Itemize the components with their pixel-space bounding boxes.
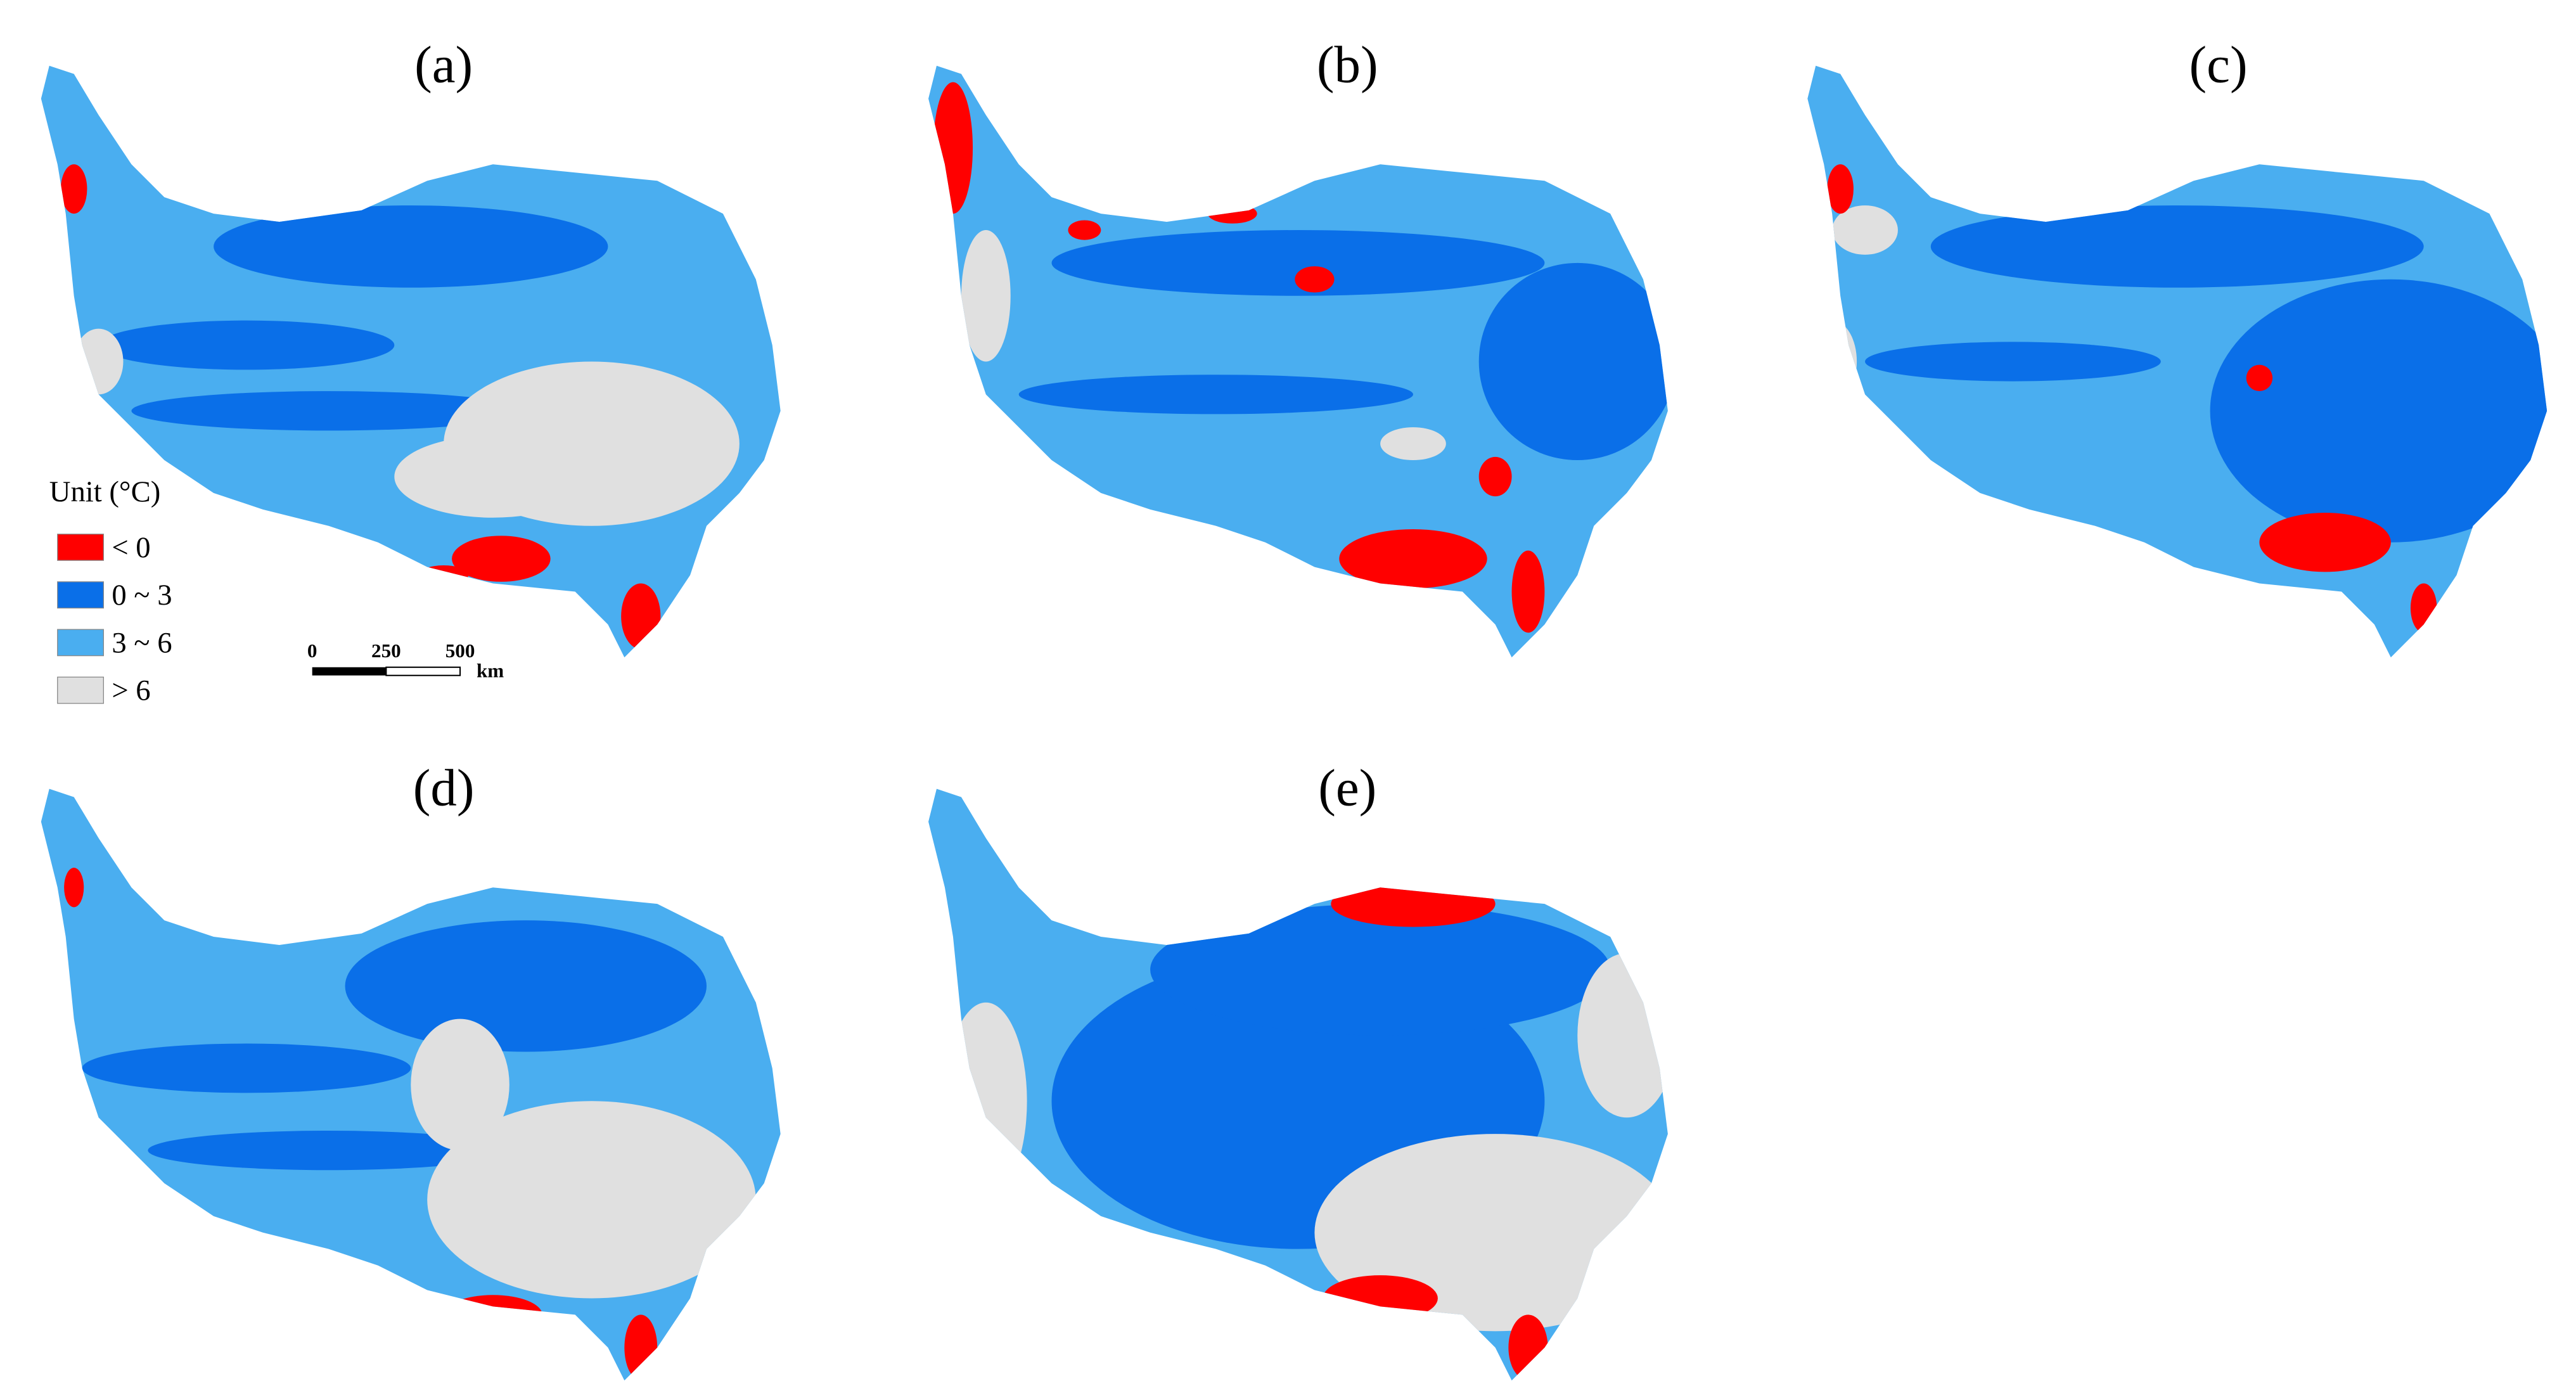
panel-label: (a) xyxy=(414,35,473,94)
temperature-zone xyxy=(1832,205,1898,255)
temperature-zone xyxy=(1508,1314,1548,1381)
figure-content: (a) (b) (c) (d) (e) Unit (°C) < 0 0 ~ 3 3 ~ 6 > 6… xyxy=(41,35,2547,1381)
temperature-zone xyxy=(419,565,469,586)
region-fill xyxy=(933,82,1668,633)
scale-label: 500 xyxy=(445,639,475,662)
temperature-zone xyxy=(64,868,84,908)
temperature-zone xyxy=(411,1019,509,1151)
temperature-zone xyxy=(148,1130,509,1171)
map-panel: (a) xyxy=(41,35,781,658)
temperature-zone xyxy=(1068,220,1101,240)
map-panel: (b) xyxy=(928,35,1668,658)
temperature-zone xyxy=(961,230,1011,362)
temperature-zone xyxy=(944,1002,1027,1200)
legend: Unit (°C) < 0 0 ~ 3 3 ~ 6 > 6 xyxy=(49,475,172,707)
region-fill xyxy=(64,868,756,1381)
temperature-zone xyxy=(1577,953,1668,1118)
legend-swatch xyxy=(57,629,105,657)
temperature-zone xyxy=(82,1043,411,1093)
temperature-zone xyxy=(60,164,87,214)
temperature-zone xyxy=(452,536,551,582)
temperature-zone xyxy=(1827,164,1854,214)
temperature-zone xyxy=(1051,230,1545,296)
region-fill xyxy=(944,880,1668,1381)
temperature-zone xyxy=(345,920,707,1052)
scale-label: 250 xyxy=(371,639,401,662)
temperature-zone xyxy=(394,435,592,518)
temperature-zone xyxy=(427,1101,756,1299)
legend-swatch xyxy=(57,534,105,561)
temperature-zone xyxy=(444,1295,542,1335)
legend-label: < 0 xyxy=(112,531,150,564)
legend-label: > 6 xyxy=(112,674,150,707)
temperature-zone xyxy=(2259,513,2391,572)
map-panel: (e) xyxy=(928,759,1668,1381)
temperature-zone xyxy=(74,328,124,395)
temperature-zone xyxy=(1865,342,2161,382)
map-panel: (c) xyxy=(1807,35,2547,658)
panel-label: (e) xyxy=(1318,759,1376,817)
temperature-zone xyxy=(2210,279,2547,543)
scale-unit: km xyxy=(477,659,504,681)
temperature-zone xyxy=(1295,266,1335,293)
temperature-zone xyxy=(1478,262,1668,461)
panel-label: (b) xyxy=(1317,35,1378,94)
temperature-zone xyxy=(621,583,661,650)
temperature-zone xyxy=(2246,364,2273,392)
temperature-zone xyxy=(98,320,395,370)
temperature-zone xyxy=(1930,205,2424,288)
temperature-zone xyxy=(1323,1275,1438,1321)
legend-label: 3 ~ 6 xyxy=(112,626,172,659)
temperature-zone xyxy=(1076,912,1126,929)
temperature-zone xyxy=(1207,203,1257,224)
panel-label: (d) xyxy=(413,759,475,817)
temperature-zone xyxy=(1511,550,1545,633)
region-outline xyxy=(928,65,1668,658)
temperature-zone xyxy=(1331,880,1496,927)
temperature-zone xyxy=(1380,427,1446,461)
temperature-zone xyxy=(1150,904,1611,1036)
panel-label: (c) xyxy=(2189,35,2248,94)
legend-title: Unit (°C) xyxy=(49,475,160,508)
legend-swatch xyxy=(57,676,105,704)
legend-swatch xyxy=(57,581,105,609)
temperature-zone xyxy=(1018,375,1413,414)
temperature-zone xyxy=(1807,320,1857,403)
temperature-zone xyxy=(1478,456,1512,497)
temperature-zone xyxy=(933,82,973,214)
scale-label: 0 xyxy=(307,639,317,662)
legend-label: 0 ~ 3 xyxy=(112,579,172,612)
scale-segment xyxy=(385,666,461,676)
map-panel: (d) xyxy=(41,759,781,1381)
temperature-zone xyxy=(214,205,608,288)
region-fill xyxy=(60,164,740,650)
temperature-zone xyxy=(624,1314,658,1381)
scale-segment xyxy=(312,667,387,676)
temperature-zone xyxy=(2410,583,2437,633)
temperature-zone xyxy=(1339,529,1487,589)
temperature-zone xyxy=(131,391,526,431)
